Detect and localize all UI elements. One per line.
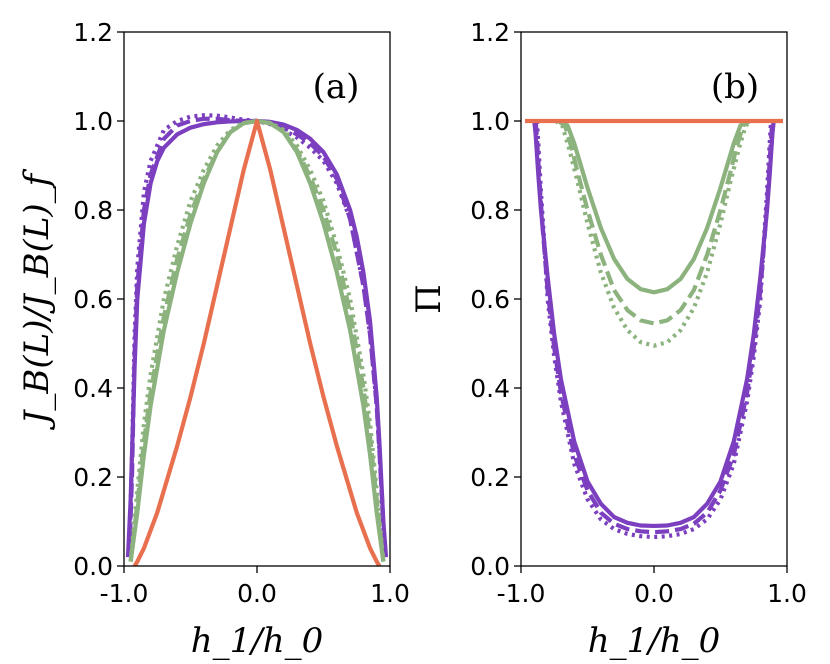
panel-a-y-tick-label-2: 0.4: [73, 374, 113, 403]
panel-b-series-purple-dotted: [534, 120, 774, 540]
panel-a-x-ticks: -1.0 0.0 1.0: [100, 566, 410, 608]
panel-a-y-ticks: 0.0 0.2 0.4 0.6 0.8 1.0 1.2: [73, 18, 124, 581]
panel-b: 0.00.20.40.60.81.01.2 -1.0 0.0 1.0 (b) h_1…: [409, 18, 807, 661]
panel-b-x-tick-label-1: 0.0: [634, 579, 674, 608]
panel-a-y-tick-label-4: 0.8: [73, 196, 113, 225]
panel-b-y-tick-label-4: 0.8: [470, 196, 510, 225]
panel-b-x-axis-label: h_1/h_0: [588, 621, 721, 661]
panel-b-x-tick-label-2: 1.0: [767, 579, 807, 608]
panel-a-y-tick-label-6: 1.2: [73, 18, 113, 47]
panel-b-series-green-solid: [559, 119, 749, 295]
panel-a-series-orange-solid: [132, 118, 382, 566]
panel-b-y-tick-label-5: 1.0: [470, 107, 510, 136]
panel-a-y-tick-label-0: 0.0: [73, 552, 113, 581]
panel-a-y-axis-label: J_B(L)/J_B(L)_f: [17, 168, 57, 430]
panel-b-series-green-dotted: [554, 119, 754, 348]
panel-a-x-axis-label: h_1/h_0: [191, 621, 324, 661]
panel-a-y-tick-label-1: 0.2: [73, 463, 113, 492]
panel-b-y-tick-label-3: 0.6: [470, 285, 510, 314]
panel-b-frame: [520, 31, 788, 567]
panel-a-series-purple-dashed: [127, 116, 387, 558]
panel-a-series-purple-solid: [125, 118, 389, 558]
panel-a-x-tick-label-0: -1.0: [100, 579, 149, 608]
panel-b-series-purple-solid: [532, 120, 776, 529]
panel-b-series-purple-dashed: [533, 120, 775, 535]
panel-b-curves: [524, 118, 784, 540]
panel-b-x-ticks: -1.0 0.0 1.0: [497, 566, 807, 608]
panel-a-x-tick-label-2: 1.0: [370, 579, 410, 608]
panel-a-series-green-dotted: [128, 118, 386, 562]
panel-b-y-ticks: 0.0 0.2 0.4 0.6 0.8 1.0 1.2: [470, 18, 521, 581]
panel-b-label: (b): [711, 67, 759, 107]
panel-a-series-purple-dotted: [127, 113, 387, 558]
panel-a-x-tick-label-1: 0.0: [237, 579, 277, 608]
panel-a-series-green-solid: [128, 118, 386, 562]
panel-b-y-axis-label: Π: [409, 284, 449, 314]
panel-a: 0.00.20.40.60.81.01.2 -1.0 0.0 1.0 (a) h_1…: [17, 18, 410, 661]
panel-a-y-tick-label-3: 0.6: [73, 285, 113, 314]
panel-b-y-tick-label-0: 0.0: [470, 552, 510, 581]
panel-b-series-green-dashed: [557, 119, 751, 326]
panel-b-x-tick-label-0: -1.0: [497, 579, 546, 608]
panel-a-curves: [125, 113, 389, 566]
panel-b-y-tick-label-1: 0.2: [470, 463, 510, 492]
panel-b-y-tick-label-2: 0.4: [470, 374, 510, 403]
panel-a-label: (a): [313, 67, 360, 107]
panel-b-y-tick-label-6: 1.2: [470, 18, 510, 47]
panel-a-y-tick-label-5: 1.0: [73, 107, 113, 136]
panel-a-series-green-dashed: [128, 118, 386, 562]
